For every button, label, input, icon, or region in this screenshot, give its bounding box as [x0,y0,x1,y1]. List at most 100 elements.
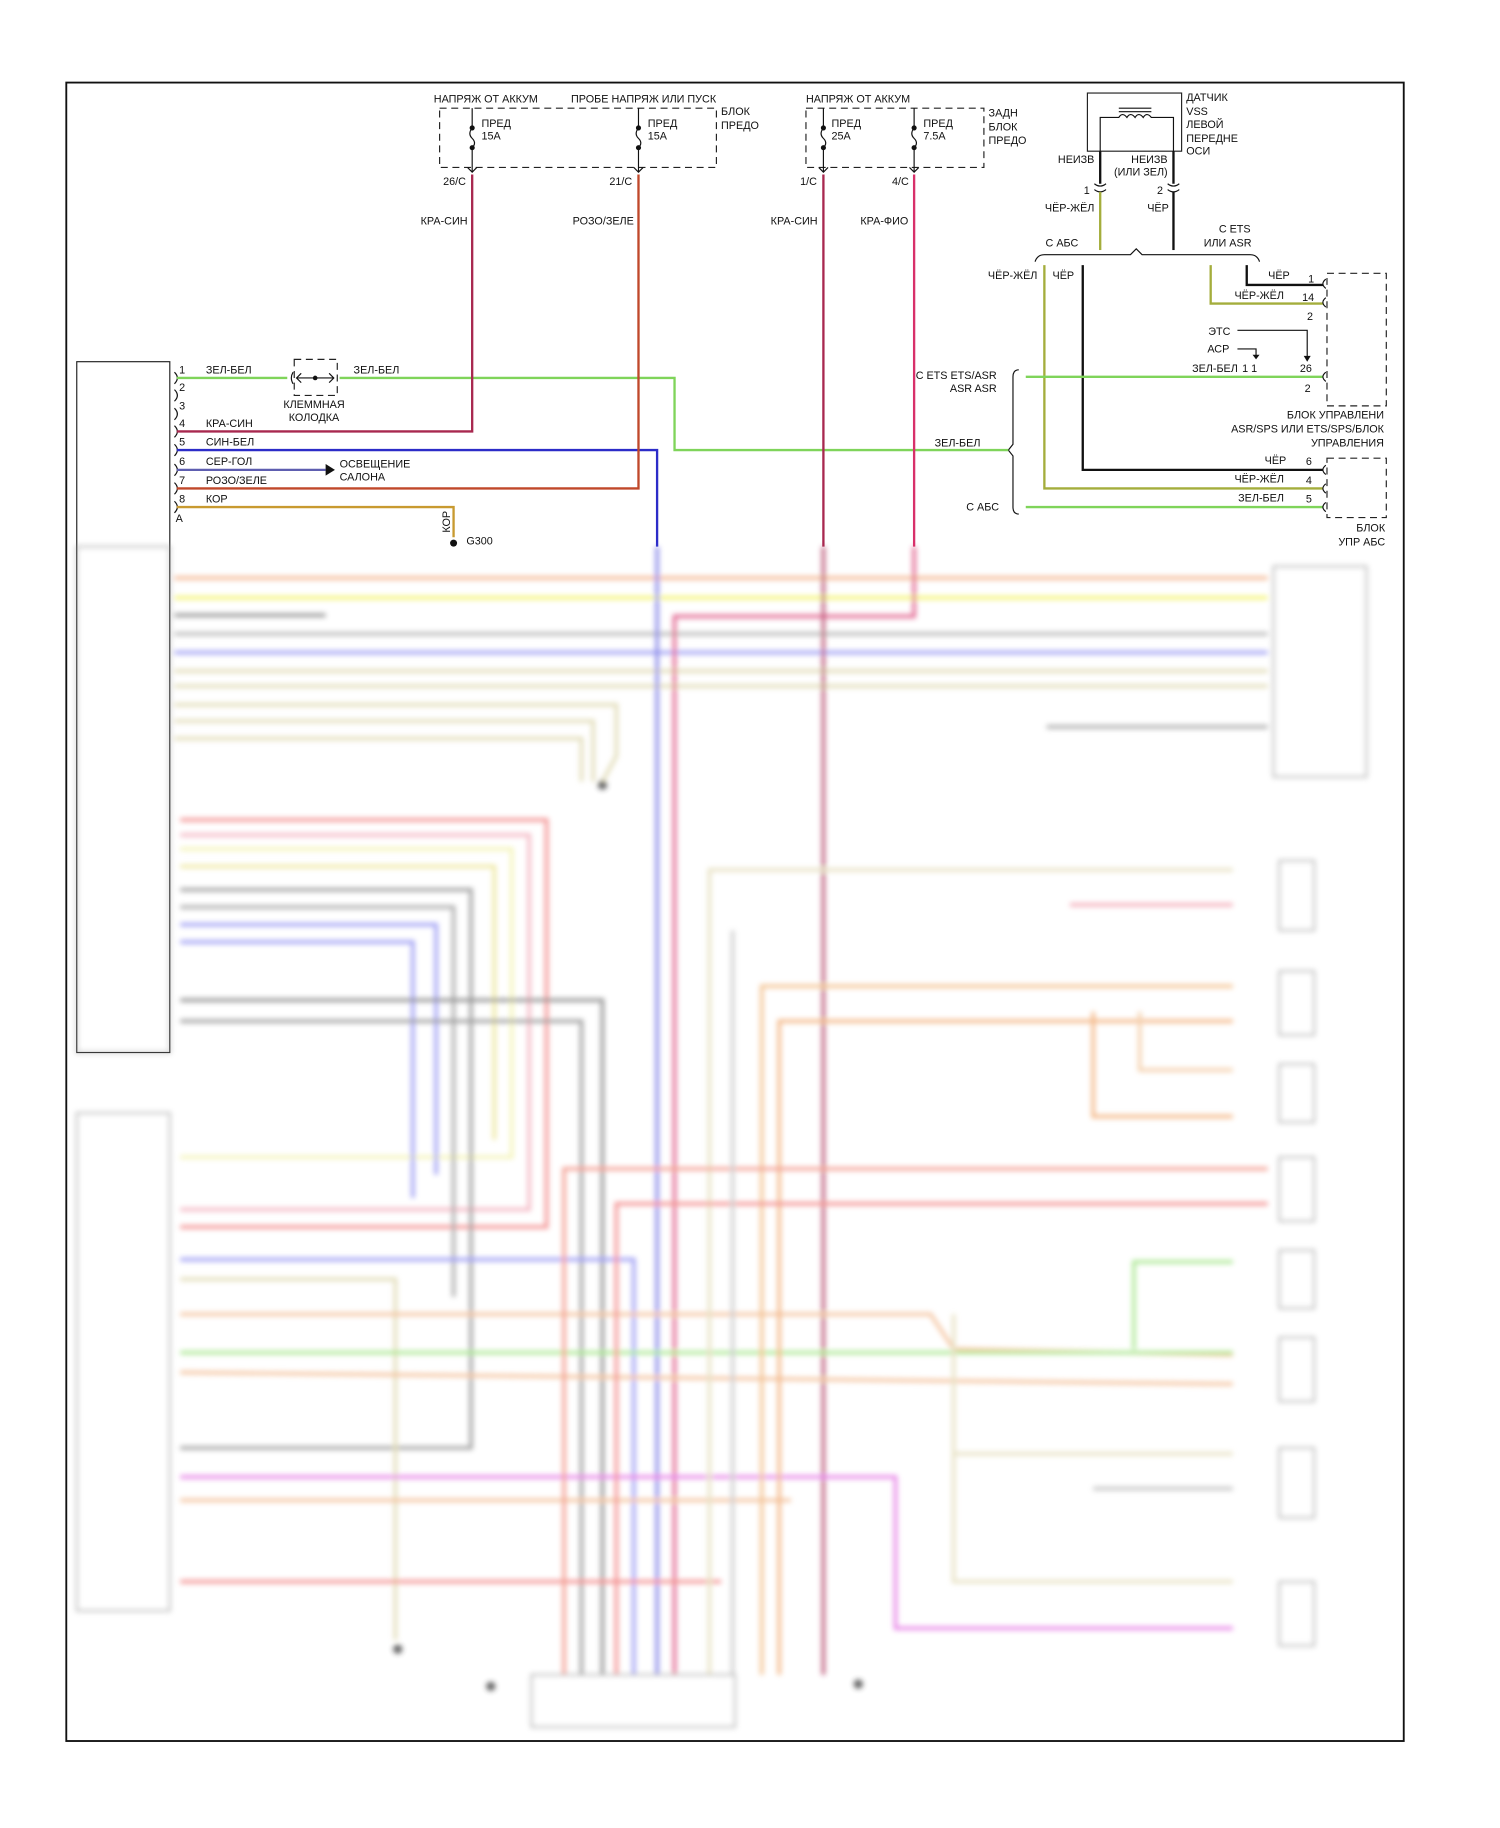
wire-black-yellow [1043,265,1324,490]
blurred-component [1278,1063,1316,1124]
blurred-wire [614,1201,1268,1675]
pin-number: 1 [179,364,185,376]
wire-label: СЕР-ГОЛ [206,456,252,468]
pin-number: 6 [1306,456,1312,468]
pin-number: 26 [1300,363,1312,375]
pin-number: 2 [1307,311,1313,323]
asr-module-box [1326,272,1387,407]
blurred-wire [180,1257,636,1675]
wire-black [1245,265,1324,287]
blurred-component [1278,1447,1316,1519]
supply-battery-label: НАПРЯЖ ОТ АККУМ [806,93,910,105]
wire-label: ЧЁР [1268,270,1290,282]
blurred-wire [1137,1011,1233,1072]
pin-number: 6 [179,456,185,468]
sensor-label: ДАТЧИК [1186,92,1228,104]
terminal-block [293,358,338,397]
variant-label: ASR ASR [950,383,997,395]
pin-number: 2 [1305,383,1311,395]
blurred-wire [180,887,473,1450]
fuse-rating: 15A [648,131,668,143]
blurred-wire [777,1019,1233,1675]
wire-black-yellow [1209,265,1324,305]
blurred-wire [180,905,456,1297]
abs-module-box [1326,457,1387,519]
fuse-2: ПРЕД 15A 21/C РОЗО/ЗЕЛЕ [573,108,678,227]
blurred-wire [180,1312,1233,1357]
variant-label: ИЛИ ASR [1204,238,1252,250]
blurred-wire [951,1314,1233,1584]
block-label: ЗАДН [989,107,1018,119]
pin-number: 4 [1306,475,1312,487]
blurred-component [1278,970,1316,1036]
blurred-wire [707,868,1233,1675]
pin-number: 8 [179,493,185,505]
wire-label: РОЗО/ЗЕЛЕ [206,475,267,487]
blurred-wire [760,984,1233,1675]
blurred-wire [174,719,595,782]
fuse-3: ПРЕД 25A 1/C КРА-СИН [771,108,862,227]
destination-label: ОСВЕЩЕНИЕ [340,459,411,471]
block-label: БЛОК [721,106,751,118]
control-unit-box [76,361,171,1054]
wire-label: ЧЁР [1265,455,1287,467]
wire-label: ЧЁР-ЖЁЛ [1234,474,1283,486]
fuse-rating: 15A [481,131,501,143]
module-label: БЛОК [1356,522,1386,534]
ground-icon [393,1644,403,1654]
wire-label: КОР [441,511,453,533]
pin-socket-icon [174,407,178,421]
fuse-rating: 7.5A [923,131,946,143]
blurred-wire [180,1475,1233,1630]
ground-icon [597,780,608,790]
wire-label: СИН-БЕЛ [206,436,254,448]
blurred-component [1278,1580,1316,1647]
wire-label: КРА-СИН [206,418,253,430]
diagram-frame [65,81,1405,1742]
blurred-wire [180,998,605,1675]
blurred-wire [562,1167,1268,1675]
wire-label: КРА-ФИО [860,215,908,227]
pin-number: 1 [1308,274,1314,286]
supply-ignition-label: ПРОБЕ НАПРЯЖ ИЛИ ПУСК [571,93,717,105]
connector-id: A [176,513,184,525]
pin-number: 7 [179,475,185,487]
blurred-component [530,1673,736,1728]
pin-number: 5 [179,436,185,448]
blurred-component [1278,1336,1316,1403]
front-fuse-block: НАПРЯЖ ОТ АККУМ ПРОБЕ НАПРЯЖ ИЛИ ПУСК БЛ… [421,93,759,227]
wire-label: НЕИЗВ [1058,154,1094,166]
pin-number: 5 [1306,493,1312,505]
ground-label: G300 [466,535,492,547]
module-label: УПР АБС [1338,536,1385,548]
fuse-name: ПРЕД [481,118,511,130]
wire-label: ЧЁР-ЖЁЛ [1045,203,1094,215]
blurred-wire [174,736,584,782]
variant-label: С ETS [1219,224,1251,236]
pin-number: 2 [179,382,185,394]
fuse-name: ПРЕД [923,118,953,130]
blurred-wire [180,1370,1233,1386]
pin-socket-icon [174,389,178,402]
supply-battery-label: НАПРЯЖ ОТ АККУМ [434,93,538,105]
wire-pink-green [176,174,640,490]
blurred-component [75,1112,171,1612]
variant-label: С АБС [1046,238,1079,250]
variant-brace [1034,248,1261,262]
connector-icon [1094,183,1107,193]
blurred-wire [180,818,549,1229]
blurred-wire [180,922,438,1175]
wire-black [1081,265,1324,472]
coil-icon [1099,113,1175,152]
fuse-name: ПРЕД [832,118,862,130]
pin-number: 1 [1084,185,1090,197]
rear-fuse-block: НАПРЯЖ ОТ АККУМ ЗАДН БЛОК ПРЕДО ПРЕД 25A… [771,93,1027,227]
terminal-block-label: КОЛОДКА [289,412,340,424]
blurred-component [1278,1249,1316,1310]
blurred-wire [180,940,415,1198]
arrow-icon [325,464,335,476]
sensor-label: ЛЕВОЙ [1186,118,1223,131]
terminal-label: 21/C [609,176,632,188]
wire-green-white [339,376,1009,452]
